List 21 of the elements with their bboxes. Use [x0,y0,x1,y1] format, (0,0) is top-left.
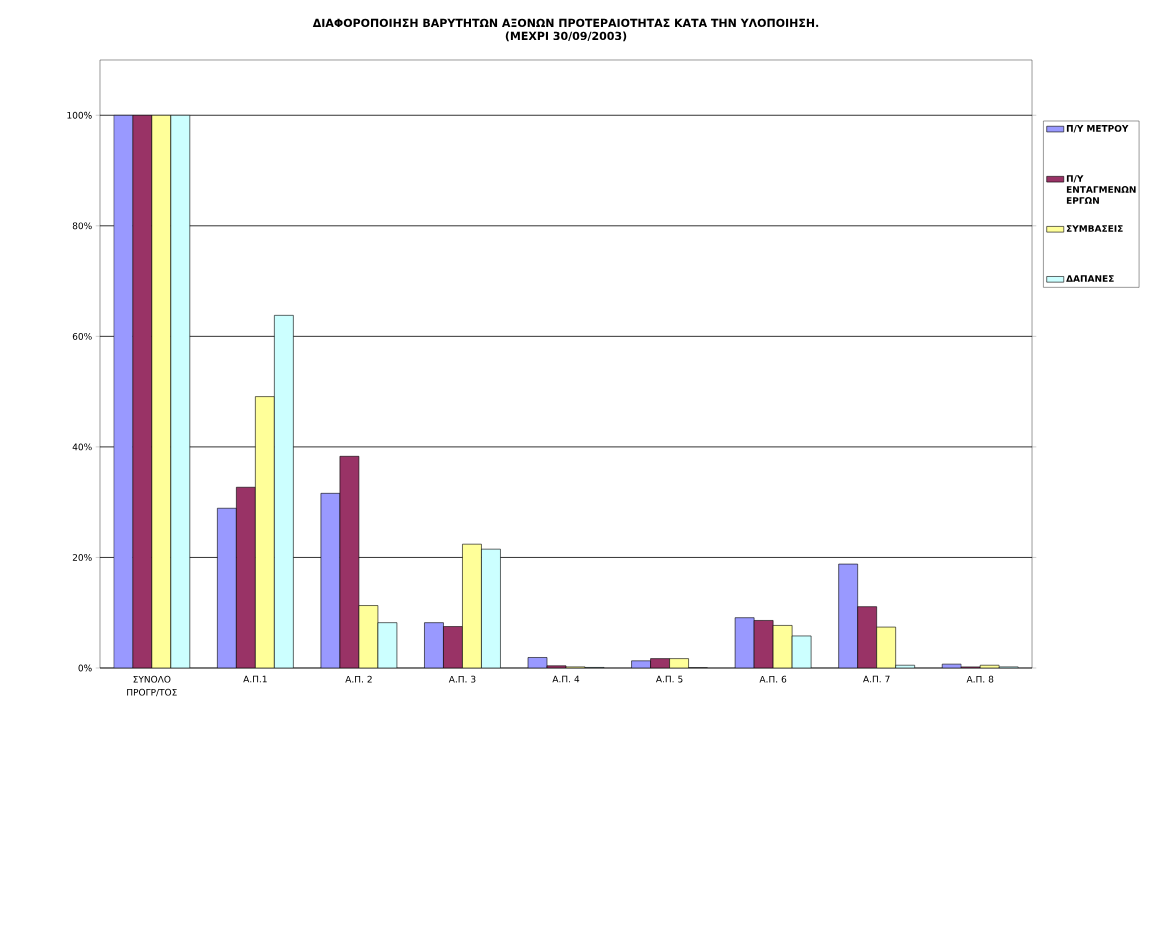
y-tick-label: 20% [72,554,92,561]
x-tick-label: Α.Π. 7 [863,675,890,683]
x-tick-label: Α.Π. 6 [759,675,787,683]
x-tick-label: Α.Π. 4 [552,675,580,683]
x-tick-label: Α.Π. 5 [655,675,683,683]
y-tick-label: 80% [72,222,92,230]
chart-title: ΔΙΑΦΟΡΟΠΟΙΗΣΗ ΒΑΡΥΤΗΤΩΝ ΑΞΟΝΩΝ ΠΡΟΤΕΡΑΙΟΤΗΤΑΣ ΚΑΤΑ ΤΗΝ ΥΛΟΠΟΙΗΣΗ. [312,18,819,28]
y-tick-label: 60% [72,332,92,340]
chart-subtitle: (ΜΕΧΡΙ 30/09/2003) [505,31,627,42]
x-tick-label: Α.Π. 8 [966,675,994,683]
y-tick-label: 100% [67,111,92,119]
legend-label: ΣΥΜΒΑΣΕΙΣ [1066,225,1123,232]
legend-label: Π/Υ ΜΕΤΡΟΥ [1066,124,1129,133]
y-tick-label: 40% [72,443,92,451]
x-tick-label: ΣΥΝΟΛΟ ΠΡΟΓΡ/ΤΟΣ [127,675,177,697]
x-tick-label: Α.Π.1 [243,675,267,683]
x-tick-label: Α.Π. 2 [345,675,372,683]
legend-label: Π/Υ ΕΝΤΑΓΜΕΝΩΝ ΕΡΓΩΝ [1066,175,1136,204]
x-tick-label: Α.Π. 3 [448,675,476,683]
legend-label: ΔΑΠΑΝΕΣ [1066,275,1114,282]
y-tick-label: 0% [78,664,92,672]
